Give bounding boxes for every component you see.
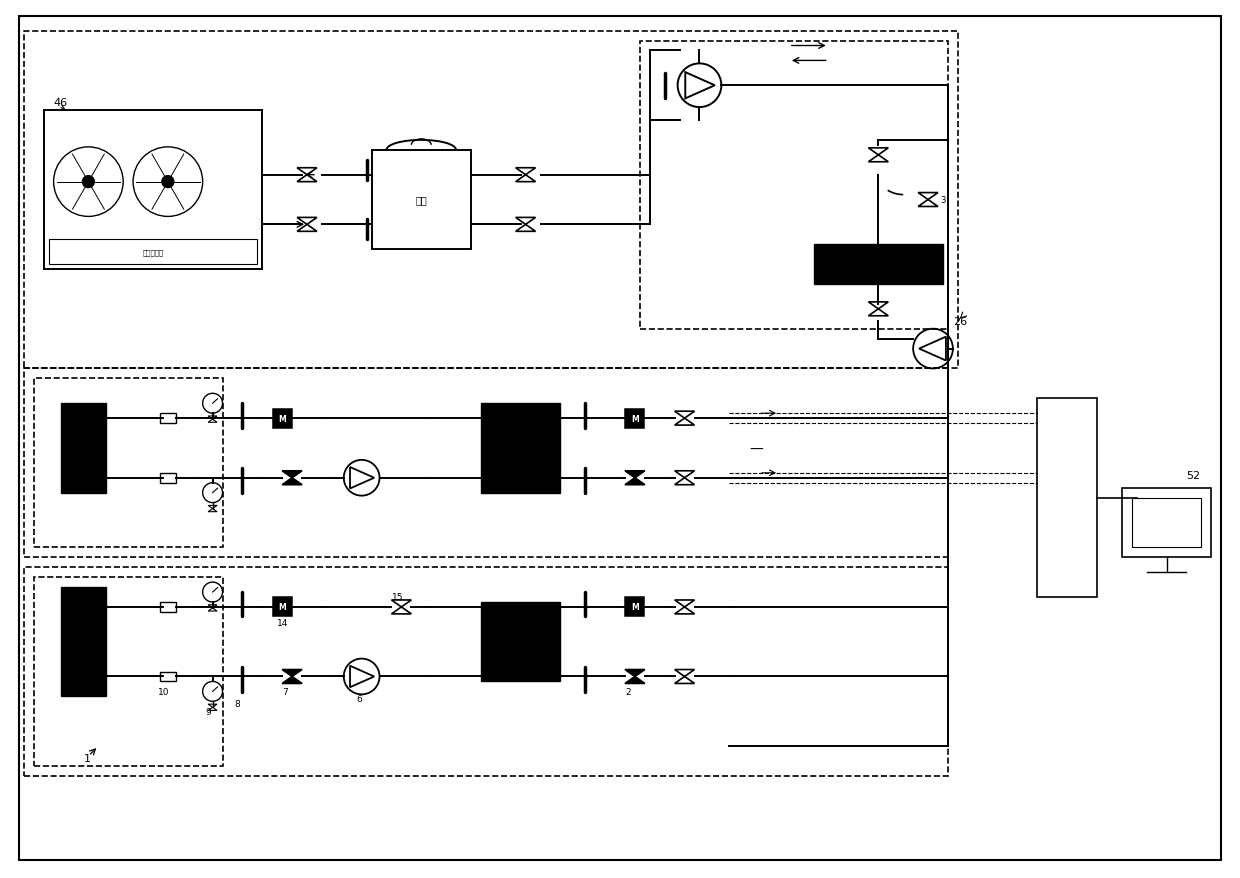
Text: —: — [749, 443, 763, 457]
Bar [61, 587, 105, 696]
Text: 10: 10 [157, 687, 170, 696]
Text: 15: 15 [392, 593, 403, 601]
Text: 柜机: 柜机 [415, 195, 427, 205]
Polygon shape [283, 471, 303, 479]
Text: 14: 14 [278, 618, 289, 627]
Bar [1132, 498, 1202, 548]
Text: 9: 9 [206, 708, 211, 716]
Polygon shape [283, 677, 303, 684]
Text: 26: 26 [952, 316, 967, 327]
Bar [273, 598, 291, 616]
Text: 8: 8 [234, 700, 241, 709]
Polygon shape [625, 670, 645, 677]
Bar [43, 111, 263, 270]
Bar [48, 240, 258, 265]
Text: M: M [278, 414, 286, 423]
Polygon shape [625, 677, 645, 684]
Bar [625, 598, 645, 616]
Bar [1038, 399, 1097, 597]
Bar [160, 672, 176, 681]
Bar [24, 567, 947, 776]
Bar [481, 602, 560, 681]
Polygon shape [625, 471, 645, 479]
Polygon shape [283, 479, 303, 486]
Polygon shape [625, 479, 645, 486]
Text: 3: 3 [940, 195, 945, 205]
Bar [24, 369, 947, 558]
Bar [372, 151, 471, 250]
Bar [33, 578, 222, 766]
Bar [625, 409, 645, 428]
Bar [160, 602, 176, 612]
Text: 2: 2 [625, 687, 631, 696]
Polygon shape [283, 670, 303, 677]
Text: M: M [631, 414, 639, 423]
Bar [24, 32, 957, 369]
Bar [640, 41, 947, 329]
Text: 1: 1 [83, 753, 91, 763]
Bar [1122, 488, 1211, 558]
Bar [160, 414, 176, 423]
Text: M: M [631, 602, 639, 612]
Bar [273, 409, 291, 428]
Bar [813, 245, 942, 284]
Text: 6: 6 [357, 694, 362, 703]
Circle shape [82, 176, 94, 189]
Text: M: M [278, 602, 286, 612]
Bar [61, 404, 105, 493]
Text: 空气调节器: 空气调节器 [143, 249, 164, 255]
Text: 46: 46 [53, 98, 68, 108]
Text: 7: 7 [283, 687, 288, 696]
Bar [33, 379, 222, 548]
Text: 52: 52 [1187, 471, 1200, 480]
Bar [160, 473, 176, 483]
Circle shape [162, 176, 174, 189]
Bar [481, 404, 560, 493]
